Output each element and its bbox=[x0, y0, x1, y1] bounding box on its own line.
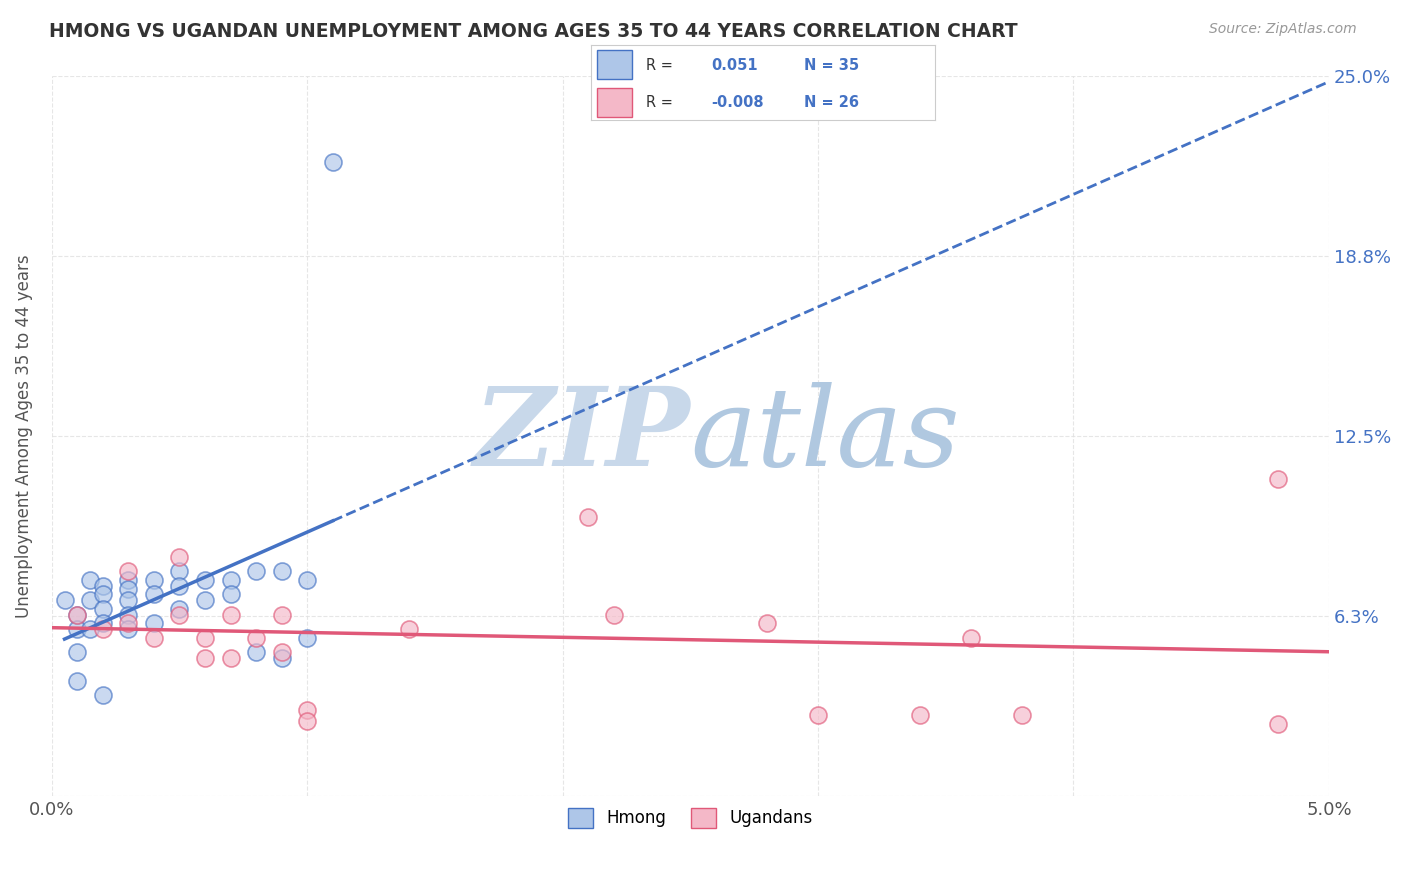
Point bbox=[194, 631, 217, 645]
Text: HMONG VS UGANDAN UNEMPLOYMENT AMONG AGES 35 TO 44 YEARS CORRELATION CHART: HMONG VS UGANDAN UNEMPLOYMENT AMONG AGES… bbox=[49, 22, 1018, 41]
Point bbox=[908, 708, 931, 723]
Point bbox=[117, 573, 139, 587]
Point bbox=[117, 622, 139, 636]
Point bbox=[295, 714, 318, 728]
Point bbox=[960, 631, 983, 645]
Text: Source: ZipAtlas.com: Source: ZipAtlas.com bbox=[1209, 22, 1357, 37]
Point bbox=[245, 631, 267, 645]
Text: atlas: atlas bbox=[690, 382, 960, 490]
Point bbox=[219, 650, 242, 665]
Point bbox=[169, 564, 191, 578]
Point bbox=[79, 573, 101, 587]
Point bbox=[1267, 472, 1289, 486]
Bar bbox=[598, 87, 631, 117]
Point bbox=[194, 650, 217, 665]
Point bbox=[117, 564, 139, 578]
Point bbox=[79, 622, 101, 636]
Point bbox=[807, 708, 830, 723]
Point bbox=[1011, 708, 1033, 723]
Point bbox=[1267, 717, 1289, 731]
Point bbox=[91, 622, 114, 636]
Point bbox=[245, 564, 267, 578]
Point bbox=[117, 616, 139, 631]
Point bbox=[91, 587, 114, 601]
Point bbox=[66, 645, 89, 659]
Point bbox=[270, 607, 292, 622]
Point bbox=[219, 607, 242, 622]
Point bbox=[142, 587, 165, 601]
Point bbox=[91, 616, 114, 631]
Point bbox=[169, 579, 191, 593]
Point bbox=[169, 549, 191, 564]
Legend: Hmong, Ugandans: Hmong, Ugandans bbox=[561, 801, 820, 835]
Point bbox=[270, 650, 292, 665]
Point bbox=[245, 645, 267, 659]
Point bbox=[576, 509, 599, 524]
Text: R =: R = bbox=[645, 58, 672, 72]
Point bbox=[117, 582, 139, 596]
Point bbox=[91, 601, 114, 615]
Point bbox=[295, 631, 318, 645]
Point bbox=[295, 573, 318, 587]
Text: N = 35: N = 35 bbox=[804, 58, 859, 72]
Text: -0.008: -0.008 bbox=[711, 95, 763, 110]
Point bbox=[219, 573, 242, 587]
Text: N = 26: N = 26 bbox=[804, 95, 859, 110]
Point bbox=[66, 622, 89, 636]
Point bbox=[66, 607, 89, 622]
Point bbox=[117, 593, 139, 607]
Point bbox=[117, 607, 139, 622]
Text: 0.051: 0.051 bbox=[711, 58, 758, 72]
Point bbox=[398, 622, 420, 636]
Point bbox=[219, 587, 242, 601]
Y-axis label: Unemployment Among Ages 35 to 44 years: Unemployment Among Ages 35 to 44 years bbox=[15, 254, 32, 617]
Text: ZIP: ZIP bbox=[474, 382, 690, 490]
Point bbox=[602, 607, 624, 622]
Bar bbox=[598, 50, 631, 78]
Point bbox=[322, 155, 344, 169]
Point bbox=[91, 688, 114, 702]
Point bbox=[169, 607, 191, 622]
Text: R =: R = bbox=[645, 95, 672, 110]
Point bbox=[194, 573, 217, 587]
Point bbox=[142, 616, 165, 631]
Point bbox=[169, 601, 191, 615]
Point bbox=[66, 673, 89, 688]
Point bbox=[194, 593, 217, 607]
Point bbox=[142, 631, 165, 645]
Point bbox=[755, 616, 778, 631]
Point bbox=[295, 703, 318, 717]
Point bbox=[79, 593, 101, 607]
Point bbox=[66, 607, 89, 622]
Point bbox=[91, 579, 114, 593]
Point bbox=[142, 573, 165, 587]
Point bbox=[270, 564, 292, 578]
Point bbox=[270, 645, 292, 659]
Point bbox=[53, 593, 76, 607]
